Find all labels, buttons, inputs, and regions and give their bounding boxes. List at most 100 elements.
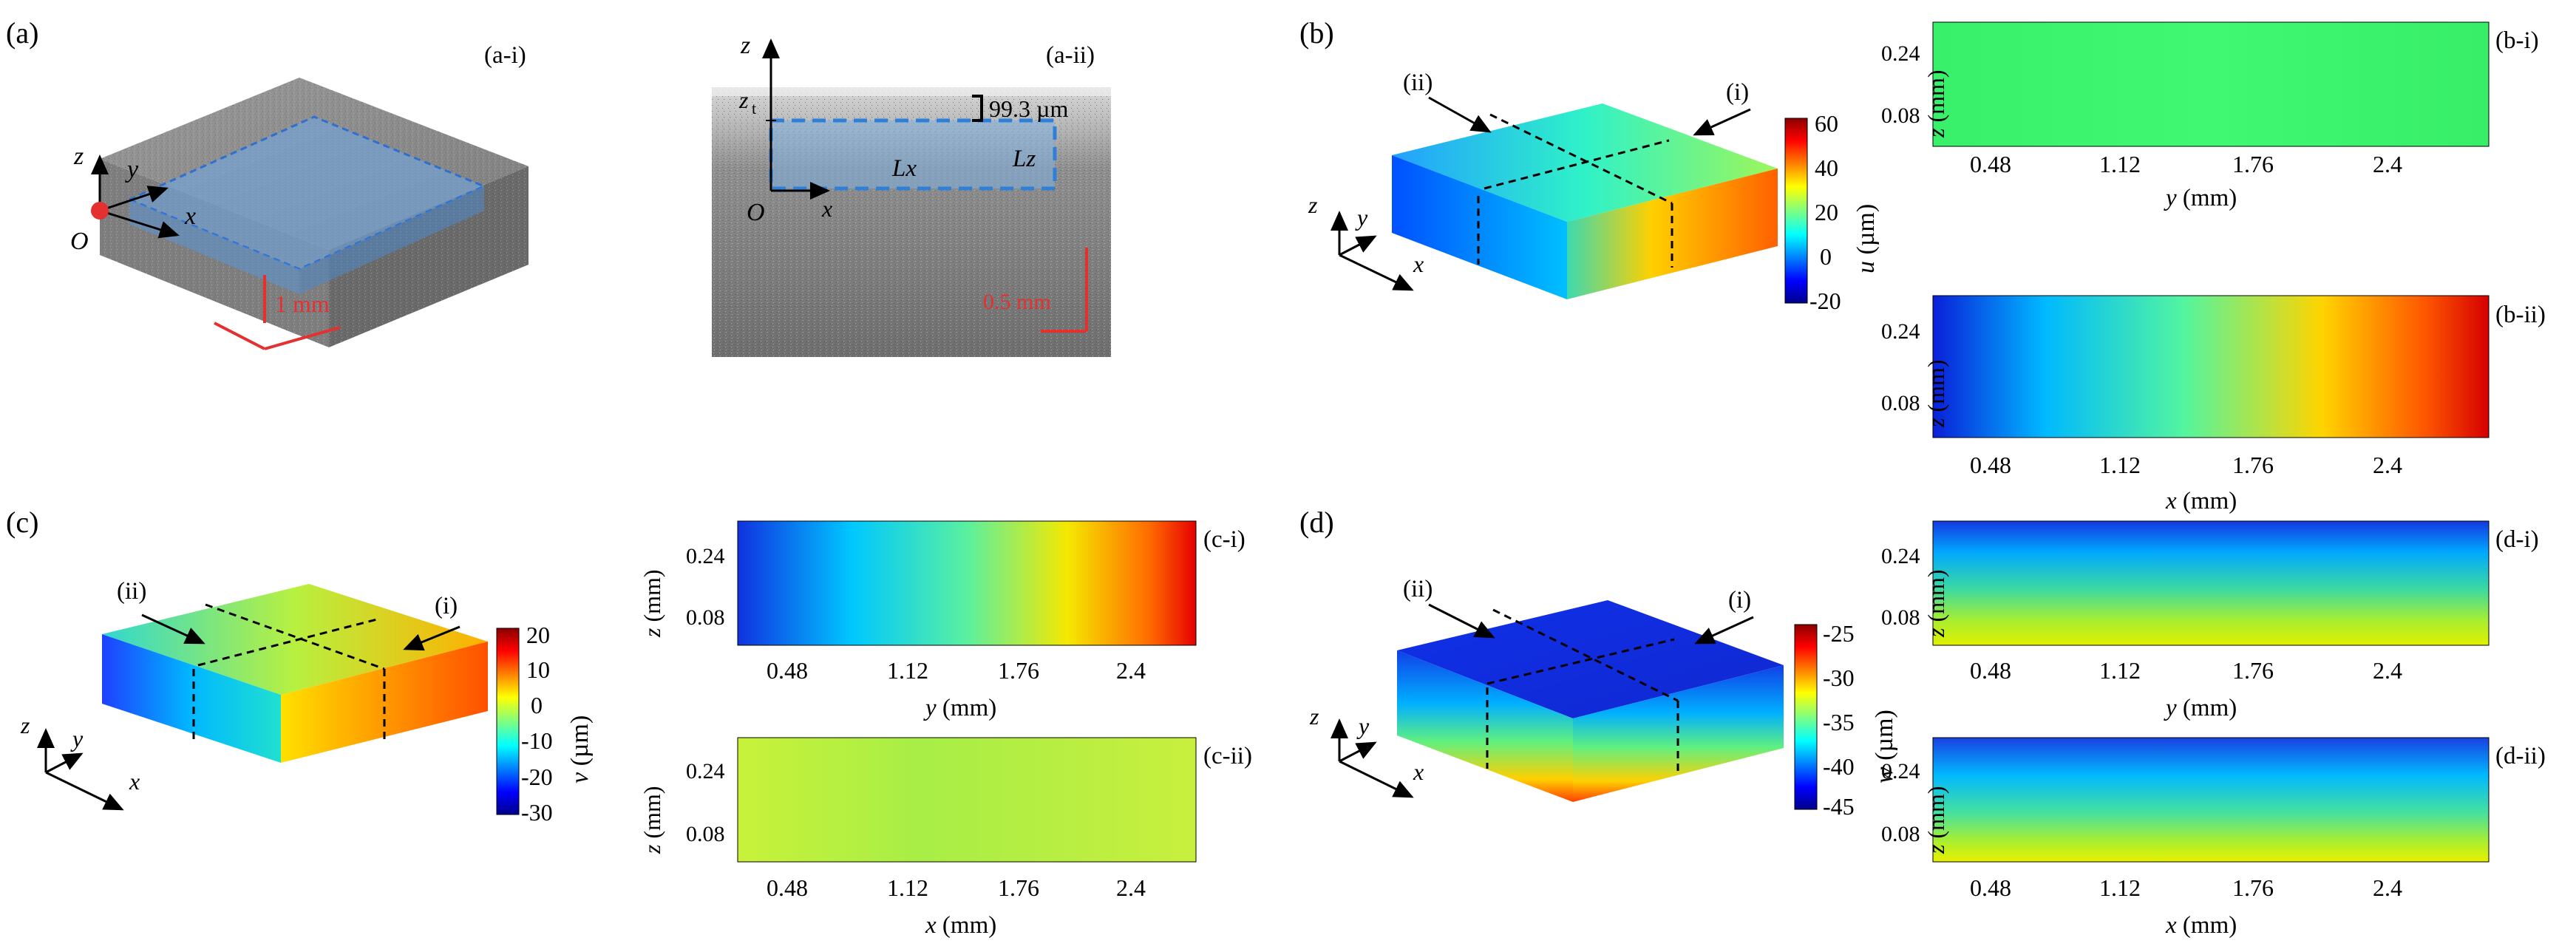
scale-label-3d: 1 mm	[275, 290, 330, 317]
cb-u-tick-60: 60	[1815, 110, 1838, 137]
b-ii-ztick-024: 0.24	[1881, 319, 1920, 344]
d-i-zlabel: z (mm)	[1923, 569, 1949, 638]
panel-b: (b) (ii) (i) z y x 60 40 20 0 -2	[1299, 16, 2546, 514]
axes-3d-b: z y x	[1308, 191, 1424, 291]
cb-v-tick-m30: -30	[521, 799, 553, 826]
roi-front-right	[299, 186, 484, 294]
b-i-htick-112: 1.12	[2099, 151, 2141, 177]
lz-label: Lz	[1012, 146, 1036, 172]
cut-label-i-c: (i)	[435, 593, 458, 619]
panel-label-d: (d)	[1299, 506, 1334, 539]
d-ii-htick-048: 0.48	[1970, 874, 2011, 901]
slice-b-i: (b-i) 0.24 0.08 z (mm) 0.48 1.12 1.76 2.…	[1881, 21, 2539, 211]
c-front-face	[102, 634, 281, 763]
cb-v-tick-0: 0	[531, 692, 543, 718]
scale-label-2d: 0.5 mm	[983, 290, 1051, 314]
oct-3d-volume	[100, 78, 529, 347]
d-i-htick-176: 1.76	[2232, 657, 2274, 684]
d-right-face	[1573, 665, 1784, 802]
c-ii-ztick-024: 0.24	[686, 759, 725, 783]
d-i-ztick-008: 0.08	[1881, 605, 1920, 630]
cut-arrow-ii-b	[1428, 96, 1492, 133]
cut-label-ii-d: (ii)	[1403, 576, 1433, 602]
axis-y-letter-a: y	[125, 156, 139, 183]
axis-z-letter-a-ii: z	[740, 32, 750, 59]
cut-label-i-d: (i)	[1728, 587, 1751, 613]
scale-bar-3d: 1 mm	[214, 275, 341, 350]
sub-label-c-ii: (c-ii)	[1203, 743, 1252, 769]
cut-arrow-i-d	[1694, 616, 1754, 645]
sub-label-a-i: (a-i)	[484, 42, 526, 69]
axes-3d-c: z y x	[20, 712, 140, 811]
c-ii-zlabel: z (mm)	[639, 786, 665, 854]
axis-z-letter-c: z	[20, 712, 30, 738]
panel-d: (d) (ii) (i) z y x -25 -30 -35 -40	[1299, 506, 2546, 939]
sub-label-b-i: (b-i)	[2495, 27, 2539, 54]
b-ii-htick-112: 1.12	[2099, 452, 2141, 478]
b-ii-ztick-008: 0.08	[1881, 391, 1920, 415]
panel-c: (c) (ii) (i) z y x 20 10 0 -10 -	[6, 506, 1252, 939]
cb-w-label: w (µm)	[1871, 710, 1898, 783]
c-ii-htick-112: 1.12	[887, 874, 928, 901]
b-i-htick-176: 1.76	[2232, 151, 2274, 177]
c-ii-ztick-008: 0.08	[686, 822, 725, 846]
sub-label-c-i: (c-i)	[1203, 526, 1245, 553]
slice-c-i: (c-i) 0.24 0.08 z (mm) 0.48 1.12 1.76 2.…	[639, 520, 1245, 721]
cb-w-tick-m35: -35	[1823, 709, 1855, 735]
thickness-bracket	[972, 95, 983, 122]
d-ii-htick-176: 1.76	[2232, 874, 2274, 901]
slice-d-ii: (d-ii) 0.24 0.08 z (mm) 0.48 1.12 1.76 2…	[1881, 737, 2546, 939]
b-i-htick-048: 0.48	[1970, 151, 2011, 177]
axis-x-letter-d: x	[1413, 758, 1424, 785]
panel-label-c: (c)	[6, 506, 38, 539]
oct-cross-section: z x O z t 99.3 µm Lx Lz (a-ii) 0.5 mm	[712, 32, 1111, 357]
b-i-hlabel: y (mm)	[2164, 185, 2237, 211]
b-ii-htick-24: 2.4	[2373, 452, 2402, 478]
colorbar-u: 60 40 20 0 -20 u (µm)	[1784, 110, 1880, 314]
c-ii-htick-24: 2.4	[1116, 874, 1146, 901]
b-ii-htick-176: 1.76	[2232, 452, 2274, 478]
slice-d-i: (d-i) 0.24 0.08 z (mm) 0.48 1.12 1.76 2.…	[1881, 520, 2539, 721]
roi-top	[126, 115, 487, 271]
cb-v-tick-10: 10	[526, 656, 550, 683]
c-i-htick-176: 1.76	[998, 657, 1039, 684]
axis-x-letter-a-ii: x	[821, 195, 832, 222]
panel-label-b: (b)	[1299, 16, 1334, 50]
origin-letter-a: O	[70, 228, 89, 255]
c-i-ztick-008: 0.08	[686, 605, 725, 630]
origin-marker	[91, 202, 109, 220]
b-i-zlabel: z (mm)	[1923, 69, 1949, 138]
c-ii-hlabel: x (mm)	[925, 912, 996, 939]
c-i-hlabel: y (mm)	[923, 695, 996, 721]
cb-v-tick-m10: -10	[521, 727, 553, 754]
axis-z-letter-d: z	[1309, 703, 1319, 730]
zt-symbol: z	[738, 86, 749, 113]
d-i-ztick-024: 0.24	[1881, 544, 1920, 568]
cb-u-label: u (µm)	[1852, 204, 1880, 273]
axes-3d-d: z y x	[1309, 703, 1424, 798]
d-i-htick-112: 1.12	[2099, 657, 2141, 684]
c-top-face	[102, 584, 488, 695]
axis-y-letter-d: y	[1356, 713, 1370, 739]
axis-x-letter-b: x	[1413, 251, 1424, 277]
cb-v-tick-m20: -20	[521, 764, 553, 790]
b-i-htick-24: 2.4	[2373, 151, 2402, 177]
axis-x-letter-c: x	[129, 768, 140, 795]
cb-w-tick-m25: -25	[1823, 620, 1855, 647]
slice-c-ii: (c-ii) 0.24 0.08 z (mm) 0.48 1.12 1.76 2…	[639, 737, 1252, 939]
c-i-htick-24: 2.4	[1116, 657, 1146, 684]
axes-3d-a: z y x O	[70, 143, 196, 255]
sub-label-a-ii: (a-ii)	[1046, 42, 1095, 69]
axis-y-letter-b: y	[1355, 204, 1368, 231]
b-i-ztick-024: 0.24	[1881, 41, 1920, 66]
cb-w-tick-m30: -30	[1823, 664, 1855, 691]
panel-label-a: (a)	[6, 16, 38, 50]
c-ii-htick-176: 1.76	[998, 874, 1039, 901]
cb-v-label: v (µm)	[566, 715, 594, 783]
d-i-hlabel: y (mm)	[2164, 695, 2237, 721]
panel-a: (a) (a-i) z y x O	[6, 16, 1111, 357]
c-ii-htick-048: 0.48	[767, 874, 808, 901]
cb-v-tick-20: 20	[526, 622, 550, 648]
d-ii-htick-112: 1.12	[2099, 874, 2141, 901]
